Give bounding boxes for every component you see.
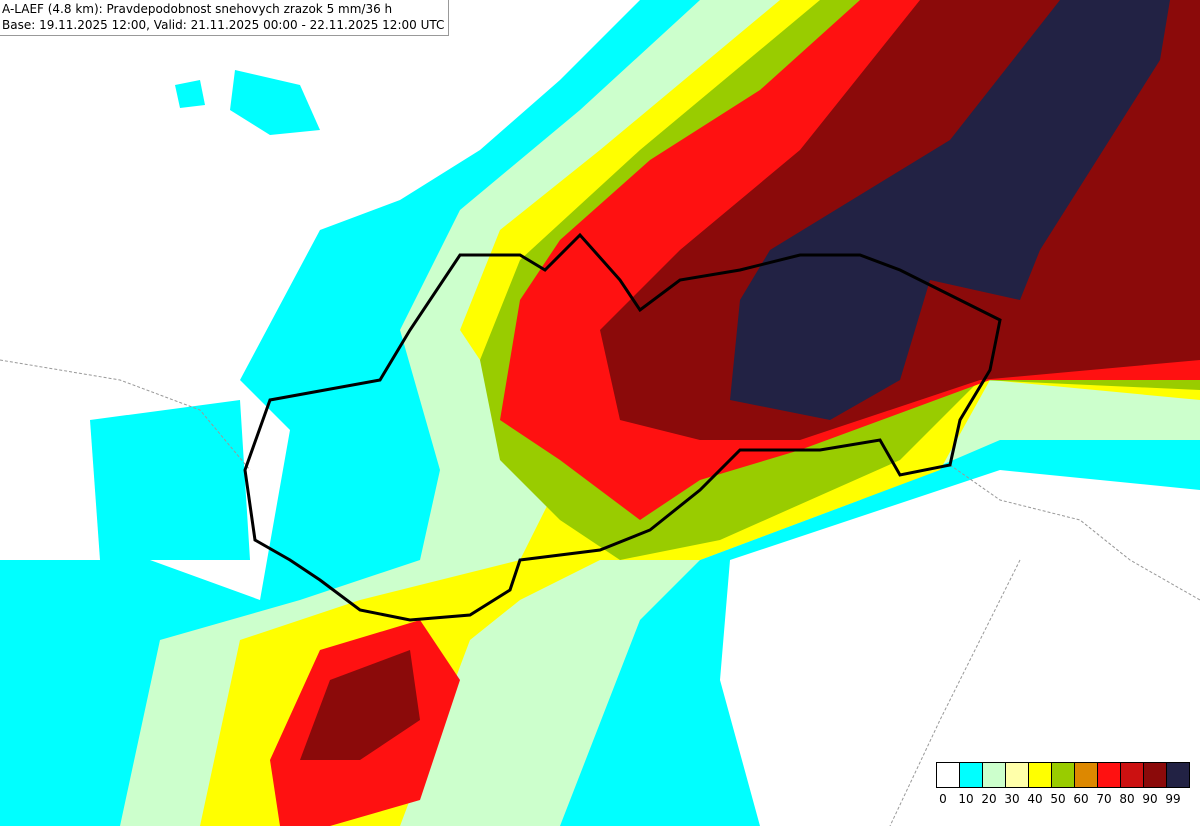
legend-label: 20 [981, 792, 997, 806]
legend-swatch [960, 763, 983, 787]
area-0 [720, 470, 1200, 826]
legend-swatch [1029, 763, 1052, 787]
legend-swatch [1098, 763, 1121, 787]
legend-label: 10 [958, 792, 974, 806]
border [949, 464, 1200, 601]
legend-boxes [936, 762, 1190, 788]
area-10 [90, 400, 250, 560]
legend-label: 90 [1142, 792, 1158, 806]
legend-label: 30 [1004, 792, 1020, 806]
legend-swatch [1075, 763, 1098, 787]
border [0, 359, 251, 471]
border [889, 559, 1021, 826]
legend-label: 50 [1050, 792, 1066, 806]
legend-label: 0 [939, 792, 947, 806]
legend: 0 10 20 30 40 50 60 70 80 90 99 [936, 762, 1190, 806]
area-10 [175, 80, 205, 108]
area-99 [730, 0, 1170, 420]
legend-label: 99 [1165, 792, 1181, 806]
legend-swatch [937, 763, 960, 787]
legend-label: 40 [1027, 792, 1043, 806]
legend-swatch [1121, 763, 1144, 787]
legend-label: 80 [1119, 792, 1135, 806]
legend-swatch [1006, 763, 1029, 787]
legend-swatch [1052, 763, 1075, 787]
header: A-LAEF (4.8 km): Pravdepodobnost snehovy… [0, 0, 450, 36]
area-10 [230, 70, 320, 135]
area-90 [300, 650, 420, 760]
legend-swatch [1167, 763, 1189, 787]
legend-label: 60 [1073, 792, 1089, 806]
country-outline [243, 232, 1002, 622]
legend-labels: 0 10 20 30 40 50 60 70 80 90 99 [936, 788, 1190, 806]
legend-label: 70 [1096, 792, 1112, 806]
subtitle: Base: 19.11.2025 12:00, Valid: 21.11.202… [2, 18, 445, 32]
legend-swatch [983, 763, 1006, 787]
title: A-LAEF (4.8 km): Pravdepodobnost snehovy… [2, 2, 393, 16]
legend-swatch [1144, 763, 1167, 787]
